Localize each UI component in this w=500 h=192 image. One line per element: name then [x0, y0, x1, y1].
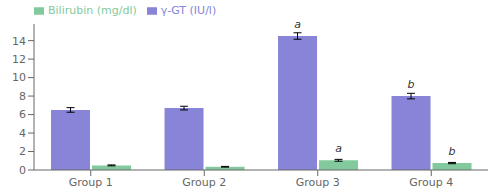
svg-text:b: b: [449, 145, 456, 158]
svg-text:Group 2: Group 2: [182, 176, 226, 189]
svg-text:6: 6: [19, 108, 26, 121]
svg-text:0: 0: [19, 164, 26, 177]
svg-text:4: 4: [19, 127, 26, 140]
svg-text:12: 12: [12, 53, 26, 66]
svg-text:14: 14: [12, 35, 26, 48]
svg-text:Group 1: Group 1: [69, 176, 113, 189]
svg-text:Group 4: Group 4: [409, 176, 453, 189]
svg-text:2: 2: [19, 145, 26, 158]
svg-text:8: 8: [19, 90, 26, 103]
svg-text:b: b: [408, 78, 415, 91]
svg-text:a: a: [335, 142, 342, 155]
svg-text:Group 3: Group 3: [296, 176, 340, 189]
svg-text:a: a: [294, 18, 301, 31]
svg-text:10: 10: [12, 71, 26, 84]
html-text:γ-GT (IU/l): γ-GT (IU/l): [160, 4, 217, 17]
html-text:Bilirubin (mg/dl): Bilirubin (mg/dl): [48, 4, 137, 17]
